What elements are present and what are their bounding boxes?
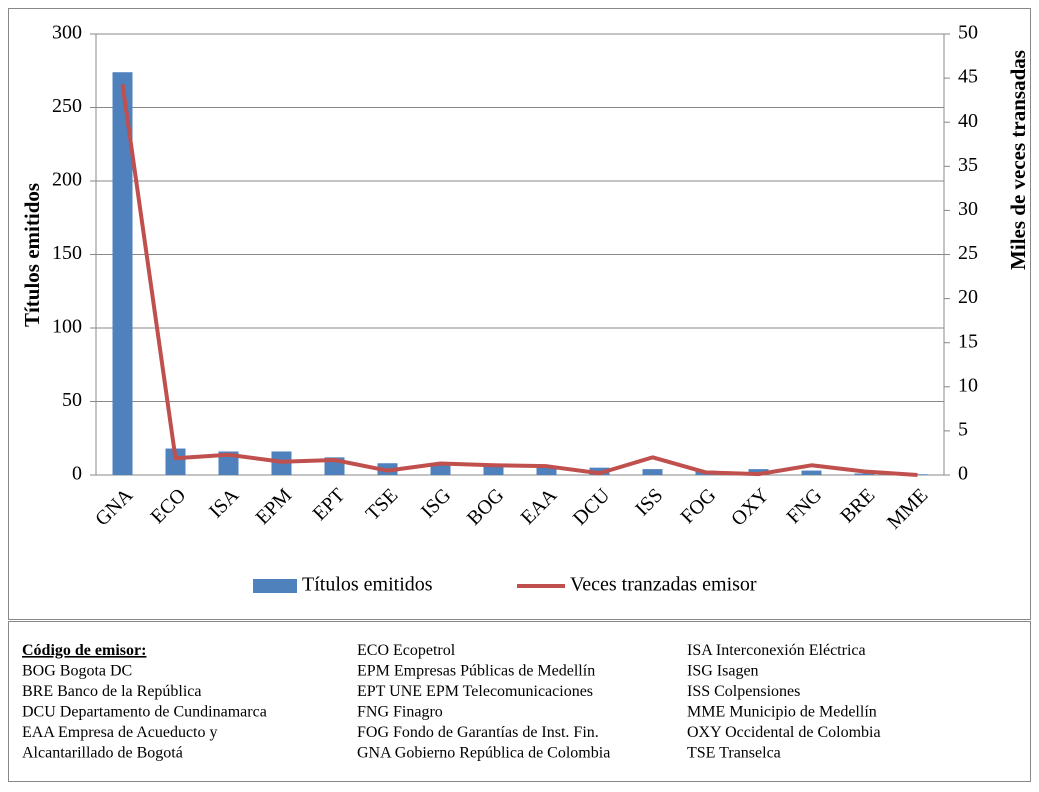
note-line: DCU Departamento de Cundinamarca bbox=[22, 704, 267, 721]
note-line: ECO Ecopetrol bbox=[357, 642, 456, 659]
note-line: MME Municipio de Medellín bbox=[687, 704, 877, 721]
note-line: FNG Finagro bbox=[357, 704, 443, 721]
note-line: EAA Empresa de Acueducto y bbox=[22, 724, 218, 741]
y-axis-title: Títulos emitidos bbox=[20, 183, 44, 327]
y-tick-label: 0 bbox=[72, 463, 82, 485]
y2-tick-label: 40 bbox=[958, 110, 978, 132]
y-tick-label: 150 bbox=[52, 242, 82, 264]
y2-tick-label: 35 bbox=[958, 154, 978, 176]
y2-tick-label: 30 bbox=[958, 198, 978, 220]
bar bbox=[642, 469, 663, 475]
legend-label: Títulos emitidos bbox=[302, 574, 433, 596]
line-series bbox=[120, 83, 918, 477]
chart-frame bbox=[8, 8, 1031, 620]
notes-heading: Código de emisor: bbox=[22, 642, 146, 659]
note-line: TSE Transelca bbox=[687, 745, 781, 762]
y-tick-label: 250 bbox=[52, 95, 82, 117]
y2-tick-label: 20 bbox=[958, 286, 978, 308]
note-line: BRE Banco de la República bbox=[22, 683, 202, 700]
y-tick-label: 300 bbox=[52, 22, 82, 44]
y-tick-label: 50 bbox=[62, 389, 82, 411]
note-line: ISS Colpensiones bbox=[687, 683, 800, 700]
note-line: EPT UNE EPM Telecomunicaciones bbox=[357, 683, 593, 700]
y2-tick-label: 5 bbox=[958, 418, 968, 440]
note-line: BOG Bogota DC bbox=[22, 663, 132, 680]
legend-label: Veces tranzadas emisor bbox=[570, 574, 757, 596]
note-line: Alcantarillado de Bogotá bbox=[22, 745, 183, 762]
y2-tick-label: 0 bbox=[958, 463, 968, 485]
bar bbox=[165, 448, 186, 475]
y2-tick-label: 10 bbox=[958, 374, 978, 396]
note-line: OXY Occidental de Colombia bbox=[687, 724, 881, 741]
bar bbox=[430, 464, 451, 475]
y2-axis-title: Miles de veces transadas bbox=[1006, 50, 1030, 270]
bar bbox=[483, 466, 504, 475]
bar bbox=[748, 469, 769, 475]
y2-tick-label: 45 bbox=[958, 66, 978, 88]
notes-frame bbox=[8, 621, 1031, 782]
note-line: FOG Fondo de Garantías de Inst. Fin. bbox=[357, 724, 599, 741]
note-line: ISA Interconexión Eléctrica bbox=[687, 642, 866, 659]
bar bbox=[854, 473, 875, 475]
legend-swatch bbox=[253, 579, 297, 593]
y-tick-label: 200 bbox=[52, 169, 82, 191]
note-line: EPM Empresas Públicas de Medellín bbox=[357, 663, 595, 680]
bar bbox=[801, 470, 822, 475]
y2-tick-label: 25 bbox=[958, 242, 978, 264]
y2-tick-label: 50 bbox=[958, 22, 978, 44]
note-line: GNA Gobierno República de Colombia bbox=[357, 745, 610, 762]
bar bbox=[536, 466, 557, 475]
y-tick-label: 100 bbox=[52, 316, 82, 338]
bar bbox=[112, 72, 133, 475]
y2-tick-label: 15 bbox=[958, 330, 978, 352]
note-line: ISG Isagen bbox=[687, 663, 759, 680]
